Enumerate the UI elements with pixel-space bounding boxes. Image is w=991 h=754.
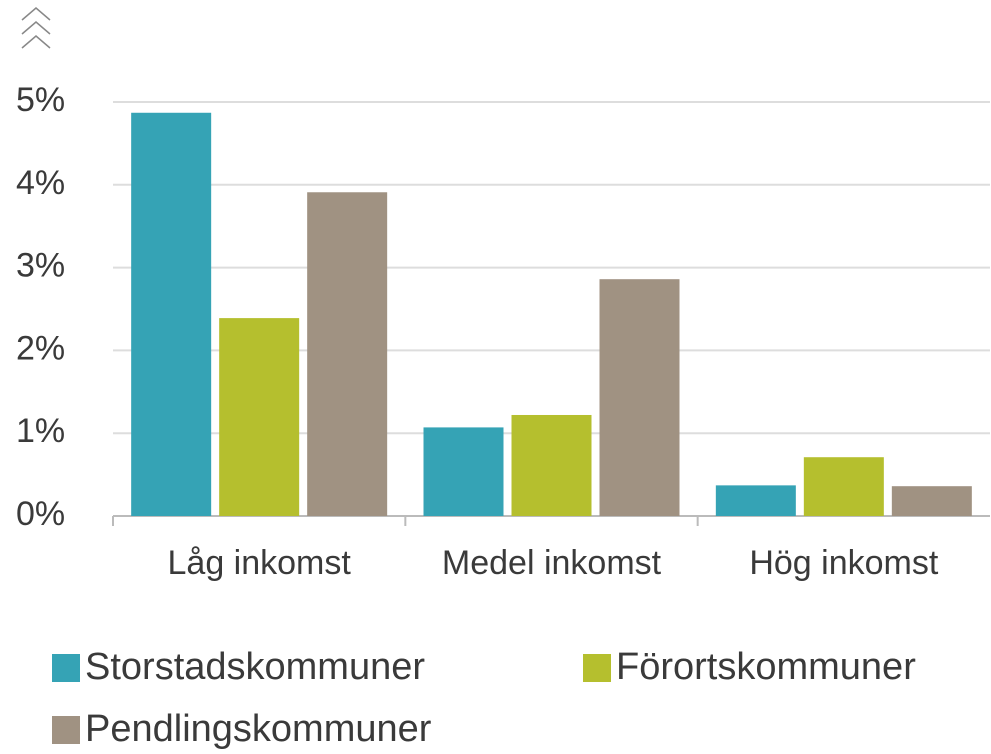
bar bbox=[219, 318, 300, 516]
collapse-icon[interactable] bbox=[21, 7, 51, 49]
x-tick-label: Låg inkomst bbox=[168, 544, 352, 582]
bar bbox=[803, 457, 884, 516]
legend-label: Storstadskommuner bbox=[85, 646, 425, 688]
y-tick-label: 4% bbox=[16, 164, 65, 202]
legend-label: Pendlingskommuner bbox=[85, 708, 432, 750]
bar bbox=[715, 485, 796, 516]
chevron bbox=[21, 21, 51, 35]
bar bbox=[891, 486, 972, 516]
y-tick-label: 5% bbox=[16, 81, 65, 119]
y-tick-label: 1% bbox=[16, 412, 65, 450]
y-tick-label: 2% bbox=[16, 329, 65, 367]
bar bbox=[307, 192, 388, 516]
x-tick-label: Medel inkomst bbox=[442, 544, 662, 582]
legend-swatch bbox=[52, 716, 80, 744]
bar bbox=[511, 414, 592, 516]
y-tick-label: 3% bbox=[16, 247, 65, 285]
y-tick-label: 0% bbox=[16, 495, 65, 533]
legend-label: Förortskommuner bbox=[616, 646, 916, 688]
chevron bbox=[21, 35, 51, 49]
bar bbox=[599, 279, 680, 516]
legend-swatch bbox=[583, 654, 611, 682]
bar bbox=[423, 427, 504, 516]
x-tick-label: Hög inkomst bbox=[749, 544, 939, 582]
bar bbox=[131, 112, 212, 516]
chevron bbox=[21, 7, 51, 21]
legend-swatch bbox=[52, 654, 80, 682]
